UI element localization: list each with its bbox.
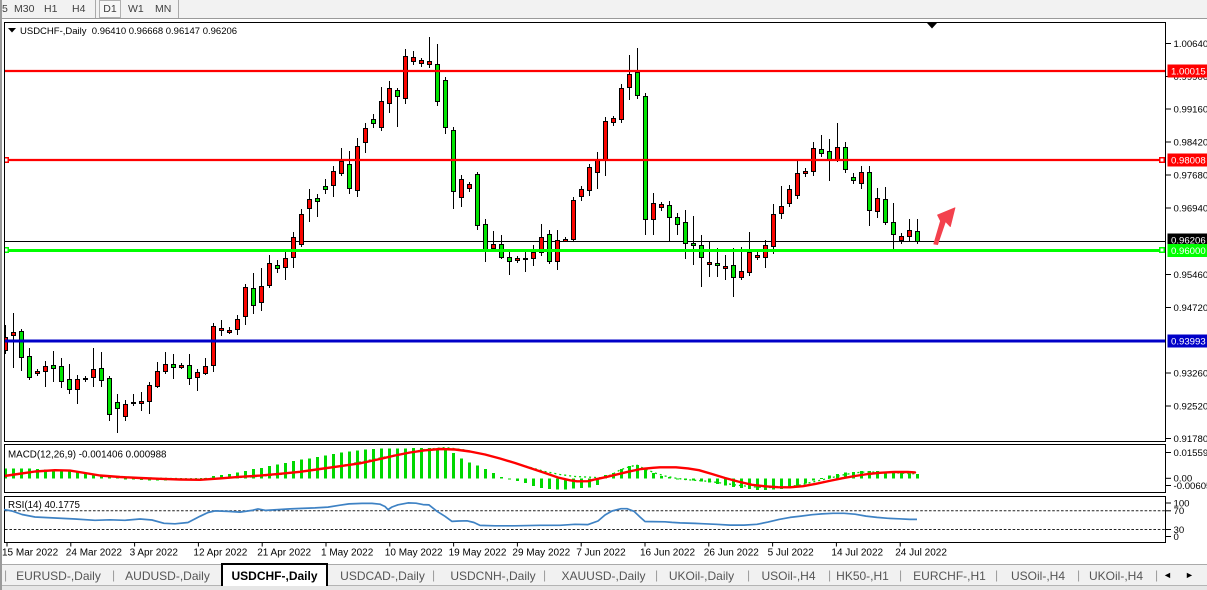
- svg-text:0.98420: 0.98420: [1174, 137, 1207, 148]
- svg-text:30: 30: [1174, 525, 1185, 536]
- svg-text:0.93993: 0.93993: [1171, 336, 1206, 347]
- svg-text:0.96000: 0.96000: [1171, 246, 1206, 257]
- svg-text:1 May 2022: 1 May 2022: [321, 548, 374, 559]
- svg-text:29 May 2022: 29 May 2022: [512, 548, 570, 559]
- svg-text:0.97680: 0.97680: [1174, 170, 1207, 181]
- svg-text:0.015596: 0.015596: [1174, 448, 1207, 459]
- svg-text:19 May 2022: 19 May 2022: [449, 548, 507, 559]
- svg-text:21 Apr 2022: 21 Apr 2022: [257, 548, 311, 559]
- svg-text:24 Mar 2022: 24 Mar 2022: [66, 548, 123, 559]
- svg-text:1.00640: 1.00640: [1174, 39, 1207, 50]
- svg-text:5 Jul 2022: 5 Jul 2022: [768, 548, 815, 559]
- svg-text:15 Mar 2022: 15 Mar 2022: [2, 548, 59, 559]
- svg-text:14 Jul 2022: 14 Jul 2022: [831, 548, 883, 559]
- svg-text:0.93260: 0.93260: [1174, 368, 1207, 379]
- svg-text:24 Jul 2022: 24 Jul 2022: [895, 548, 947, 559]
- svg-text:0.94720: 0.94720: [1174, 303, 1207, 314]
- svg-text:RSI(14) 40.1775: RSI(14) 40.1775: [8, 500, 80, 511]
- svg-text:26 Jun 2022: 26 Jun 2022: [704, 548, 759, 559]
- svg-text:0.00: 0.00: [1174, 474, 1193, 485]
- svg-text:MACD(12,26,9) -0.001406 0.0009: MACD(12,26,9) -0.001406 0.000988: [8, 450, 167, 461]
- svg-text:USDCHF-,Daily 0.96410 0.96668: USDCHF-,Daily 0.96410 0.96668 0.96147 0.…: [20, 26, 237, 37]
- svg-text:0.99160: 0.99160: [1174, 104, 1207, 115]
- svg-text:0: 0: [1174, 532, 1179, 543]
- svg-text:7 Jun 2022: 7 Jun 2022: [576, 548, 626, 559]
- svg-text:0.91780: 0.91780: [1174, 434, 1207, 445]
- svg-text:12 Apr 2022: 12 Apr 2022: [193, 548, 247, 559]
- svg-text:0.96940: 0.96940: [1174, 203, 1207, 214]
- svg-text:10 May 2022: 10 May 2022: [385, 548, 443, 559]
- svg-text:1.00015: 1.00015: [1171, 66, 1206, 77]
- svg-text:3 Apr 2022: 3 Apr 2022: [130, 548, 179, 559]
- svg-text:16 Jun 2022: 16 Jun 2022: [640, 548, 695, 559]
- svg-text:100: 100: [1174, 498, 1190, 509]
- svg-text:0.92520: 0.92520: [1174, 401, 1207, 412]
- svg-text:0.95460: 0.95460: [1174, 270, 1207, 281]
- svg-text:70: 70: [1174, 506, 1185, 517]
- svg-text:0.98008: 0.98008: [1171, 155, 1206, 166]
- svg-text:-0.006055: -0.006055: [1174, 481, 1207, 492]
- svg-text:0.96206: 0.96206: [1171, 235, 1206, 246]
